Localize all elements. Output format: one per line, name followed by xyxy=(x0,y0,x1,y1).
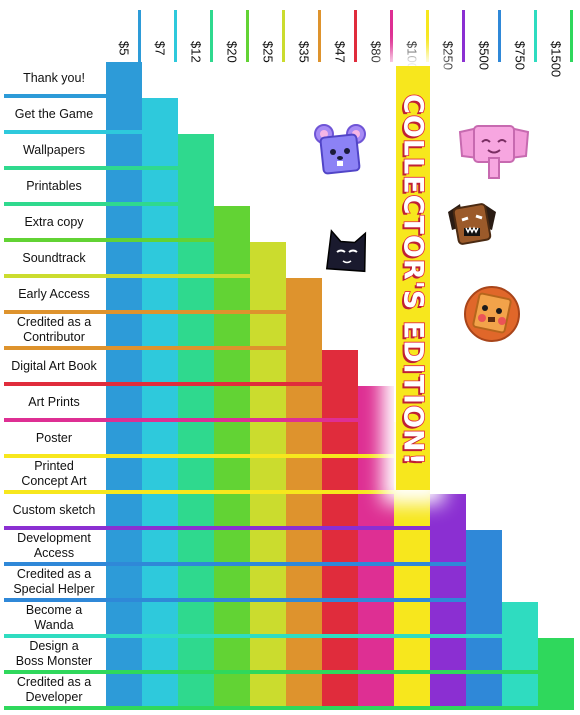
tier-column xyxy=(214,206,250,710)
tier-header: $100 xyxy=(394,0,430,70)
tier-header: $750 xyxy=(502,0,538,70)
pink-elephant-icon xyxy=(458,125,530,179)
tier-header-stem xyxy=(318,10,321,62)
reward-label: Get the Game xyxy=(14,106,94,121)
tier-header-stem xyxy=(210,10,213,62)
tier-header-stem xyxy=(534,10,537,62)
tier-column xyxy=(430,494,466,710)
tier-column xyxy=(358,386,394,710)
tier-column xyxy=(106,62,142,710)
reward-label: Printed Concept Art xyxy=(21,459,87,488)
reward-underline xyxy=(4,706,538,710)
reward-underline xyxy=(4,166,178,170)
reward-underline xyxy=(4,310,286,314)
tier-price: $750 xyxy=(512,41,528,70)
collectors-edition-label: COLLECTOR'S EDITION! xyxy=(397,93,430,467)
reward-label: Digital Art Book xyxy=(11,358,97,373)
reward-underline xyxy=(4,598,466,602)
reward-label: Credited as a Contributor xyxy=(16,315,92,344)
tier-column xyxy=(178,134,214,710)
tier-header-stem xyxy=(426,10,429,62)
reward-label: Soundtrack xyxy=(22,250,86,265)
tier-header-stem xyxy=(282,10,285,62)
tier-header: $500 xyxy=(466,0,502,70)
collectors-edition-banner xyxy=(396,66,430,490)
reward-underline xyxy=(4,346,286,350)
reward-label: Early Access xyxy=(18,286,90,301)
tier-column xyxy=(466,530,502,710)
reward-label: Printables xyxy=(26,178,82,193)
tier-header-stem xyxy=(138,10,141,62)
reward-label: Poster xyxy=(35,430,73,445)
tier-price: $12 xyxy=(188,41,204,63)
reward-underline xyxy=(4,94,106,98)
reward-label: Development Access xyxy=(17,531,91,560)
tier-header: $12 xyxy=(178,0,214,63)
tier-header-stem xyxy=(462,10,465,62)
tier-column xyxy=(286,278,322,710)
tier-header: $47 xyxy=(322,0,358,63)
tier-header: $5 xyxy=(106,0,142,62)
tier-price: $7 xyxy=(152,41,168,56)
black-cat-icon xyxy=(325,229,367,273)
tier-header: $20 xyxy=(214,0,250,63)
reward-underline xyxy=(4,274,250,278)
tier-header-stem xyxy=(390,10,393,62)
reward-underline xyxy=(4,670,538,674)
tier-price: $20 xyxy=(224,41,240,63)
tier-price: $500 xyxy=(476,41,492,70)
reward-underline xyxy=(4,238,214,242)
tier-column xyxy=(538,638,574,710)
reward-underline xyxy=(4,526,430,530)
purple-mouse-icon xyxy=(314,124,366,175)
reward-underline xyxy=(4,490,394,494)
reward-label: Wallpapers xyxy=(22,142,86,157)
reward-label: Custom sketch xyxy=(12,502,96,517)
tier-header: $80 xyxy=(358,0,394,63)
tier-price: $80 xyxy=(368,41,384,63)
tier-header-stem xyxy=(174,10,177,62)
orange-lion-icon xyxy=(464,286,520,342)
reward-underline xyxy=(4,562,466,566)
tier-header: $25 xyxy=(250,0,286,63)
tier-price: $25 xyxy=(260,41,276,63)
brown-dog-icon xyxy=(448,203,496,245)
tier-column xyxy=(142,98,178,710)
tier-price: $47 xyxy=(332,41,348,63)
tier-column xyxy=(502,602,538,710)
reward-label: Credited as a Special Helper xyxy=(13,567,95,596)
reward-underline xyxy=(4,634,502,638)
reward-underline xyxy=(4,202,178,206)
reward-label: Thank you! xyxy=(23,70,85,85)
tier-column xyxy=(250,242,286,710)
tier-price: $1500 xyxy=(548,41,564,78)
reward-label: Become a Wanda xyxy=(25,603,83,632)
reward-label: Design a Boss Monster xyxy=(15,639,93,668)
tier-header: $7 xyxy=(142,0,178,62)
tier-header: $250 xyxy=(430,0,466,70)
tier-header-stem xyxy=(354,10,357,62)
reward-underline xyxy=(4,382,322,386)
tier-header-stem xyxy=(246,10,249,62)
tier-column xyxy=(322,350,358,710)
tier-price: $250 xyxy=(440,41,456,70)
tier-header: $1500 xyxy=(538,0,574,77)
tier-price: $5 xyxy=(116,41,132,56)
reward-label: Art Prints xyxy=(28,394,80,409)
tier-header: $35 xyxy=(286,0,322,63)
tier-header-stem xyxy=(498,10,501,62)
tier-price: $35 xyxy=(296,41,312,63)
reward-underline xyxy=(4,130,142,134)
reward-label: Extra copy xyxy=(24,214,84,229)
tier-header-stem xyxy=(570,10,573,62)
reward-underline xyxy=(4,454,394,458)
reward-underline xyxy=(4,418,358,422)
reward-label: Credited as a Developer xyxy=(16,675,92,704)
